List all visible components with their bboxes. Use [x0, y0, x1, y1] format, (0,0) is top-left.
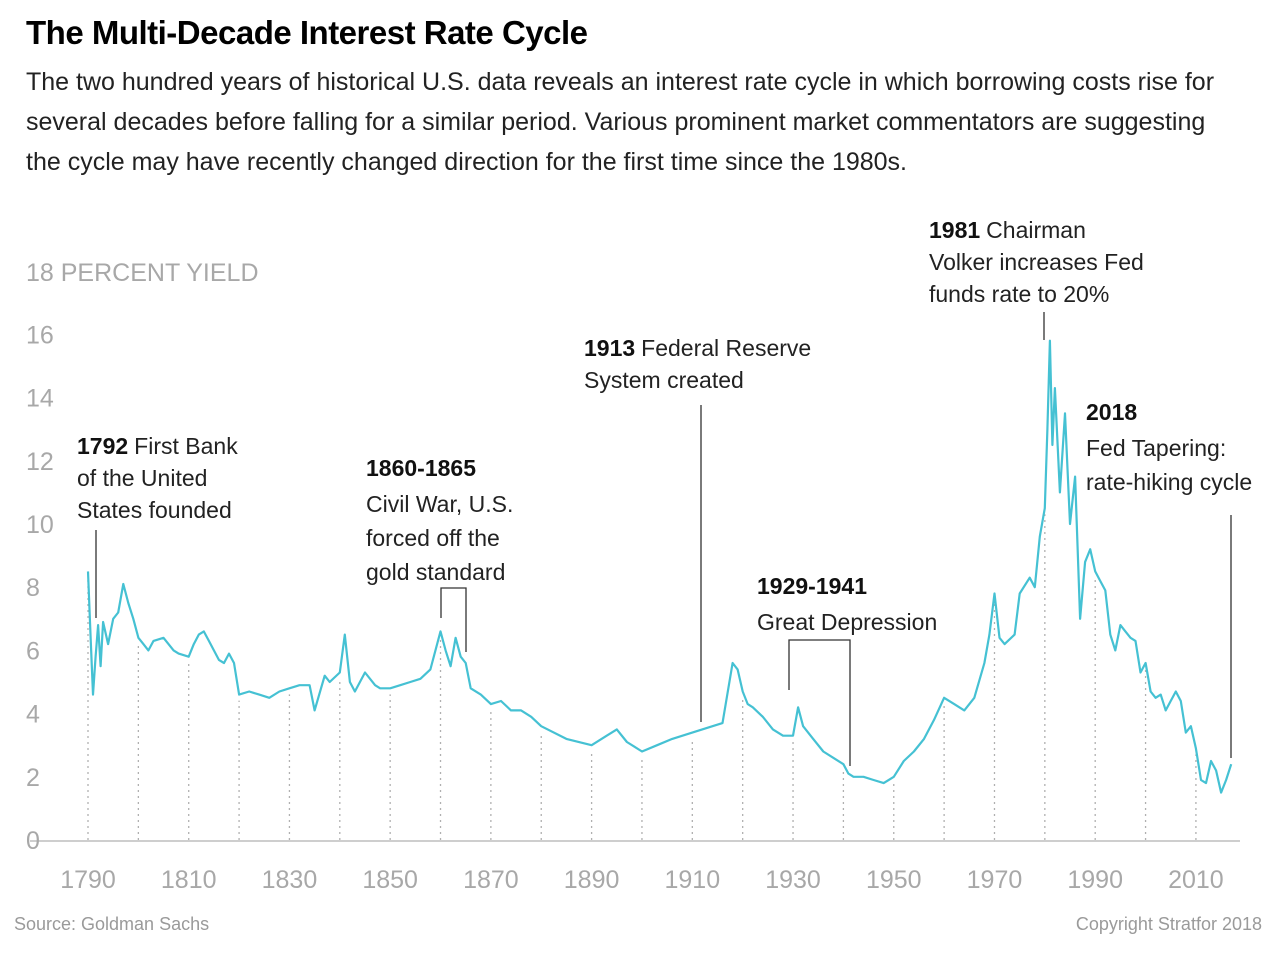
chart-title: The Multi-Decade Interest Rate Cycle — [26, 14, 588, 51]
grid-lines — [87, 514, 1197, 840]
annotation-line: States founded — [77, 497, 232, 523]
annotation-1860-1865: 1860-1865 Civil War, U.S. forced off the go… — [366, 455, 513, 585]
annotation-line: of the United — [77, 465, 207, 491]
annotation-line: gold standard — [366, 559, 505, 585]
annotation-leader — [440, 587, 467, 652]
annotation-1792: 1792 First Bank of the United States founde… — [77, 433, 238, 523]
y-tick-label: 14 — [26, 385, 54, 413]
x-tick-label: 1950 — [866, 866, 922, 894]
annotation-line: forced off the — [366, 525, 500, 551]
annotation-1981: 1981 Chairman Volker increases Fed funds ra… — [929, 217, 1144, 307]
x-tick-label: 1850 — [362, 866, 418, 894]
x-tick-label: 1930 — [765, 866, 821, 894]
annotation-line: Civil War, U.S. — [366, 491, 513, 517]
annotation-line: 1913 Federal Reserve — [584, 335, 811, 361]
y-tick-label: 6 — [26, 637, 40, 665]
y-tick-label: 0 — [26, 827, 40, 855]
x-tick-labels: 1790 1810 1830 1850 1870 1890 1910 1930 1950 1970… — [60, 866, 1224, 894]
annotation-line: System created — [584, 367, 744, 393]
annotation-year: 2018 — [1086, 399, 1137, 425]
chart-subtitle: The two hundred years of historical U.S.… — [26, 68, 1215, 176]
annotation-leader-lines — [95, 312, 1232, 766]
annotation-line: 1981 Chairman — [929, 217, 1086, 243]
y-tick-label: 12 — [26, 448, 54, 476]
y-tick-label: 4 — [26, 701, 40, 729]
y-axis-label: 18 PERCENT YIELD — [26, 259, 259, 287]
x-tick-label: 1890 — [564, 866, 620, 894]
annotation-line: Great Depression — [757, 609, 937, 635]
y-tick-label: 16 — [26, 321, 54, 349]
annotation-line: funds rate to 20% — [929, 281, 1109, 307]
annotation-line: Volker increases Fed — [929, 249, 1144, 275]
x-tick-label: 1870 — [463, 866, 519, 894]
y-tick-label: 10 — [26, 511, 54, 539]
x-tick-label: 1830 — [262, 866, 318, 894]
y-tick-labels: 0 2 4 6 8 10 12 14 16 — [26, 321, 54, 855]
annotation-year: 1860-1865 — [366, 455, 476, 481]
y-tick-label: 2 — [26, 764, 40, 792]
x-tick-label: 2010 — [1168, 866, 1224, 894]
x-tick-label: 1810 — [161, 866, 217, 894]
source-note: Source: Goldman Sachs — [14, 914, 210, 934]
yield-series-line — [86, 339, 1233, 794]
x-tick-label: 1790 — [60, 866, 116, 894]
annotation-leader — [788, 639, 851, 766]
x-tick-label: 1910 — [665, 866, 721, 894]
annotations: 1792 First Bank of the United States founde… — [77, 217, 1252, 635]
annotation-1929-1941: 1929-1941 Great Depression — [757, 573, 937, 635]
annotation-line: 1792 First Bank — [77, 433, 238, 459]
annotation-2018: 2018 Fed Tapering: rate-hiking cycle — [1086, 399, 1252, 495]
copyright-note: Copyright Stratfor 2018 — [1075, 914, 1262, 934]
annotation-line: Fed Tapering: — [1086, 435, 1226, 461]
annotation-year: 1929-1941 — [757, 573, 867, 599]
annotation-line: rate-hiking cycle — [1086, 469, 1252, 495]
x-tick-label: 1990 — [1067, 866, 1123, 894]
y-tick-label: 8 — [26, 574, 40, 602]
annotation-1913: 1913 Federal Reserve System created — [584, 335, 811, 393]
x-tick-label: 1970 — [967, 866, 1023, 894]
